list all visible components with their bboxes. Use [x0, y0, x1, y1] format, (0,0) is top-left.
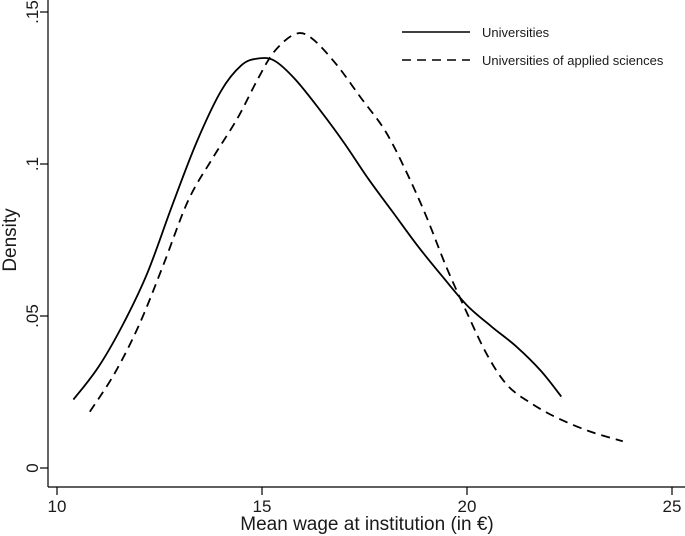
x-tick-label: 20	[458, 497, 477, 516]
x-tick-label: 25	[663, 497, 682, 516]
y-tick-label: .1	[23, 157, 42, 171]
y-tick-label: .05	[23, 304, 42, 328]
y-ticks: 0 .05 .1 .15	[23, 0, 48, 473]
y-tick-label: 0	[23, 463, 42, 472]
legend-label-universities: Universities	[482, 25, 550, 40]
x-axis-label: Mean wage at institution (in €)	[240, 514, 493, 535]
legend-label-applied-sciences: Universities of applied sciences	[482, 53, 664, 68]
series-line-universities	[72, 57, 563, 401]
x-tick-label: 10	[48, 497, 67, 516]
axes	[47, 0, 685, 488]
series-line-applied-sciences	[89, 32, 624, 443]
legend: Universities Universities of applied sci…	[402, 25, 664, 68]
y-axis-label: Density	[0, 208, 21, 272]
series-layer	[72, 32, 624, 443]
x-ticks: 10 15 20 25	[48, 487, 682, 516]
x-tick-label: 15	[253, 497, 272, 516]
y-tick-label: .15	[23, 0, 42, 24]
